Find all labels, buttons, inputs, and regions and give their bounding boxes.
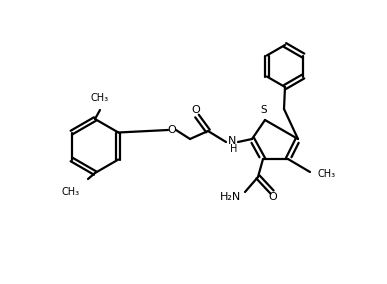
Text: CH₃: CH₃ [317,169,335,179]
Text: O: O [192,105,200,115]
Text: N: N [228,136,236,146]
Text: O: O [168,125,176,135]
Text: S: S [261,105,267,115]
Text: H₂N: H₂N [220,192,241,202]
Text: CH₃: CH₃ [91,93,109,103]
Text: CH₃: CH₃ [62,187,80,197]
Text: H: H [230,144,238,154]
Text: O: O [269,192,277,202]
